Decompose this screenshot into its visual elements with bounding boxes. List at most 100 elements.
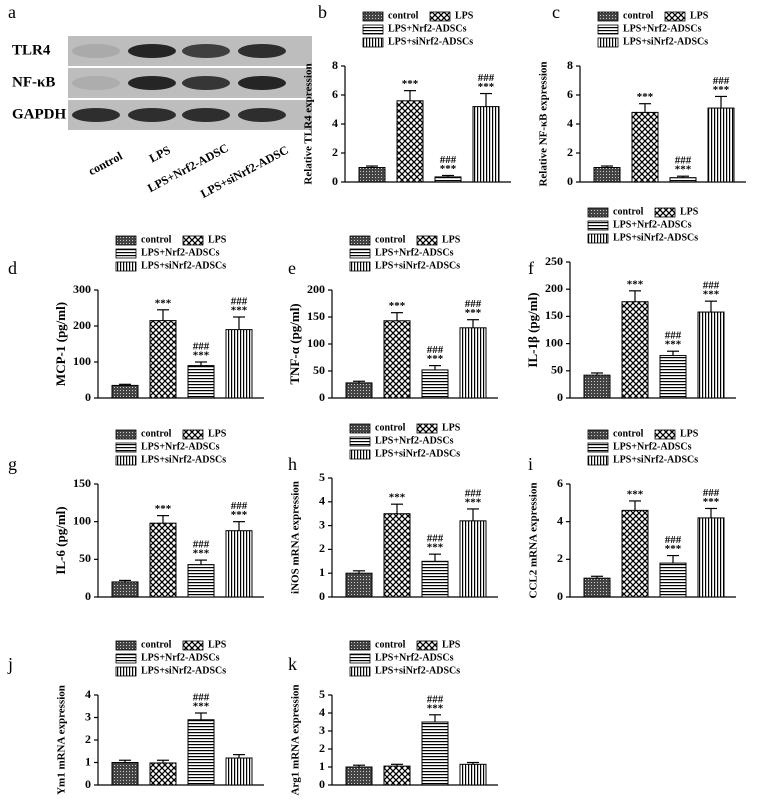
legend-label: LPS+siNrf2-ADSCs xyxy=(141,260,226,271)
legend-swatch xyxy=(587,442,609,453)
legend-swatch xyxy=(349,666,371,677)
panel-letter: e xyxy=(288,258,296,278)
error-bar xyxy=(353,380,365,383)
y-tick-label: 4 xyxy=(85,687,91,701)
blot-row-label: TLR4 xyxy=(12,42,51,58)
significance-label: *** xyxy=(465,307,482,319)
significance-label: *** xyxy=(155,297,172,309)
y-tick-label: 200 xyxy=(545,281,563,295)
significance-label: *** xyxy=(402,78,419,90)
significance-label: *** xyxy=(478,81,495,93)
panel-letter: j xyxy=(7,654,13,674)
legend-swatch xyxy=(349,436,371,447)
legend-label: LPS+Nrf2-ADSCs xyxy=(141,652,220,663)
blot-band xyxy=(128,108,176,122)
bar xyxy=(345,766,373,786)
y-tick-label: 50 xyxy=(313,363,325,377)
error-bar xyxy=(591,575,603,579)
significance-label: ### xyxy=(665,330,682,342)
legend-label: LPS xyxy=(680,206,699,217)
y-tick-label: 250 xyxy=(545,254,563,268)
legend-swatch xyxy=(664,11,686,22)
significance-label: ### xyxy=(703,487,720,499)
error-bar xyxy=(591,372,603,376)
bar xyxy=(593,167,621,183)
y-tick-label: 0 xyxy=(332,174,338,188)
y-tick-label: 6 xyxy=(557,476,563,490)
legend-swatch xyxy=(597,11,619,22)
y-tick-label: 8 xyxy=(567,58,573,72)
bar xyxy=(111,581,139,598)
blot-row-label: GAPDH xyxy=(12,106,66,122)
significance-label: *** xyxy=(427,542,444,554)
y-tick-label: 50 xyxy=(79,551,91,565)
legend-label: LPS+siNrf2-ADSCs xyxy=(141,454,226,465)
bar xyxy=(345,572,373,598)
blot-band xyxy=(72,76,120,90)
error-bar xyxy=(639,103,651,113)
significance-label: *** xyxy=(713,84,730,96)
bar xyxy=(434,176,462,183)
error-bar xyxy=(667,554,679,564)
y-tick-label: 2 xyxy=(319,741,325,755)
y-tick-label: 1 xyxy=(319,759,325,773)
y-tick-label: 100 xyxy=(73,513,91,527)
significance-label: *** xyxy=(627,488,644,500)
bar xyxy=(583,374,611,399)
legend-label: LPS+siNrf2-ADSCs xyxy=(375,260,460,271)
bar xyxy=(383,320,411,399)
bar xyxy=(459,327,487,399)
significance-label: ### xyxy=(231,296,248,308)
significance-label: *** xyxy=(231,509,248,521)
legend-swatch xyxy=(349,248,371,259)
significance-label: *** xyxy=(155,503,172,515)
legend-swatch xyxy=(115,640,137,651)
error-bar xyxy=(404,90,416,101)
bar xyxy=(383,765,411,786)
bar xyxy=(383,513,411,598)
bar xyxy=(421,560,449,598)
y-tick-label: 0 xyxy=(85,589,91,603)
significance-label: *** xyxy=(465,496,482,508)
bar xyxy=(621,509,649,598)
error-bar xyxy=(353,570,365,574)
bar xyxy=(187,564,215,598)
legend-label: LPS+siNrf2-ADSCs xyxy=(375,665,460,676)
error-bar xyxy=(233,521,245,531)
error-bar xyxy=(157,515,169,524)
panel-letter: f xyxy=(528,258,534,278)
y-tick-label: 100 xyxy=(545,335,563,349)
error-bar xyxy=(677,175,689,178)
legend-label: LPS+Nrf2-ADSCs xyxy=(375,652,454,663)
blot-band xyxy=(238,76,286,90)
significance-label: ### xyxy=(427,533,444,545)
legend-swatch xyxy=(349,261,371,272)
legend-label: control xyxy=(375,234,406,245)
legend-swatch xyxy=(654,429,676,440)
significance-label: *** xyxy=(427,702,444,714)
bar xyxy=(421,369,449,399)
y-tick-label: 4 xyxy=(332,116,338,130)
error-bar xyxy=(391,763,403,767)
error-bar xyxy=(157,309,169,321)
legend-swatch xyxy=(416,423,438,434)
legend-swatch xyxy=(182,429,204,440)
significance-label: *** xyxy=(193,701,210,713)
bar xyxy=(697,311,725,399)
y-tick-label: 3 xyxy=(319,723,325,737)
legend-swatch xyxy=(182,640,204,651)
bar xyxy=(669,177,697,183)
legend-label: LPS xyxy=(680,428,699,439)
bar xyxy=(149,320,177,399)
significance-label: ### xyxy=(465,298,482,310)
significance-label: *** xyxy=(193,350,210,362)
legend-swatch xyxy=(416,235,438,246)
significance-label: ### xyxy=(440,154,457,166)
y-tick-label: 4 xyxy=(557,513,563,527)
bar xyxy=(659,355,687,399)
y-axis-label: Relative TLR4 expression xyxy=(303,63,315,184)
error-bar xyxy=(366,165,378,168)
y-axis-label: CCL2 mRNA expression xyxy=(528,483,540,599)
y-tick-label: 100 xyxy=(307,336,325,350)
